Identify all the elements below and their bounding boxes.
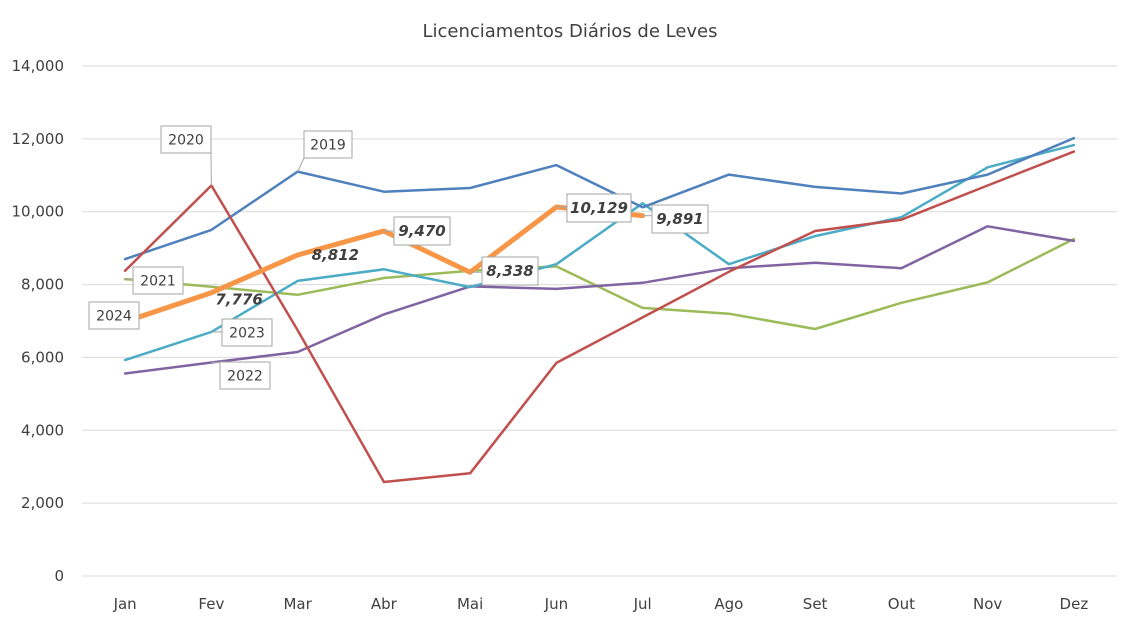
y-tick-label: 8,000	[21, 276, 64, 294]
x-tick-label: Abr	[371, 595, 398, 613]
x-tick-label: Set	[803, 595, 828, 613]
callout-2019: 2019	[297, 130, 353, 172]
callout-label: 2020	[168, 133, 204, 149]
data-label-Jul: 9,891	[642, 204, 709, 234]
svg-text:8,812: 8,812	[312, 246, 359, 264]
callout-2023: 2023	[211, 318, 273, 347]
callout-label: 2021	[140, 274, 176, 290]
callout-label: 2022	[227, 369, 263, 385]
x-axis-ticks: Jan Fev Mar Abr Mai Jun Jul Ago Set Out Nov Dez	[113, 595, 1089, 613]
callout-2024: 2024	[88, 301, 140, 330]
svg-text:8,338: 8,338	[486, 262, 533, 280]
data-label-Mai: 8,338	[470, 256, 539, 286]
data-labels: 7,776 8,812 9,470 8,338 10,129 9,891	[215, 193, 709, 309]
data-label-Abr: 9,470	[383, 216, 451, 246]
callout-label: 2019	[310, 138, 346, 154]
x-tick-label: Nov	[973, 595, 1002, 613]
series-callouts: 2019 2020 2021 2022 2023 2024	[88, 125, 353, 390]
svg-text:9,891: 9,891	[656, 210, 703, 228]
callout-2020: 2020	[160, 125, 212, 186]
y-tick-label: 0	[54, 567, 64, 585]
y-tick-label: 14,000	[12, 57, 65, 75]
x-tick-label: Mar	[283, 595, 312, 613]
y-tick-label: 6,000	[21, 348, 64, 366]
x-tick-label: Dez	[1060, 595, 1089, 613]
y-axis-ticks: 0 2,000 4,000 6,000 8,000 10,000 12,000 14,000	[12, 57, 65, 585]
series-line-2020	[123, 150, 1076, 484]
chart-title: Licenciamentos Diários de Leves	[422, 21, 717, 42]
callout-2022: 2022	[211, 361, 271, 390]
x-tick-label: Jul	[633, 595, 652, 613]
series-line-2022	[123, 225, 1076, 375]
y-tick-label: 4,000	[21, 421, 64, 439]
data-label-Jun: 10,129	[556, 193, 632, 223]
x-tick-label: Mai	[457, 595, 483, 613]
svg-text:7,776: 7,776	[215, 291, 262, 309]
svg-text:9,470: 9,470	[398, 222, 445, 240]
callout-label: 2023	[229, 326, 265, 342]
y-tick-label: 12,000	[12, 130, 65, 148]
y-tick-label: 10,000	[12, 203, 65, 221]
x-tick-label: Ago	[714, 595, 743, 613]
x-tick-label: Fev	[198, 595, 224, 613]
svg-text:10,129: 10,129	[570, 199, 628, 217]
callout-label: 2024	[96, 309, 132, 325]
data-label-Mar: 8,812	[312, 246, 359, 264]
x-tick-label: Out	[888, 595, 915, 613]
callout-2021: 2021	[125, 266, 184, 295]
y-tick-label: 2,000	[21, 494, 64, 512]
series-line-2019	[123, 136, 1076, 261]
data-label-Fev: 7,776	[215, 291, 262, 309]
series-line-2024	[122, 204, 646, 325]
series-line-2023	[123, 143, 1076, 362]
x-tick-label: Jun	[544, 595, 568, 613]
x-tick-label: Jan	[113, 595, 137, 613]
series-line-2021	[123, 237, 1076, 331]
